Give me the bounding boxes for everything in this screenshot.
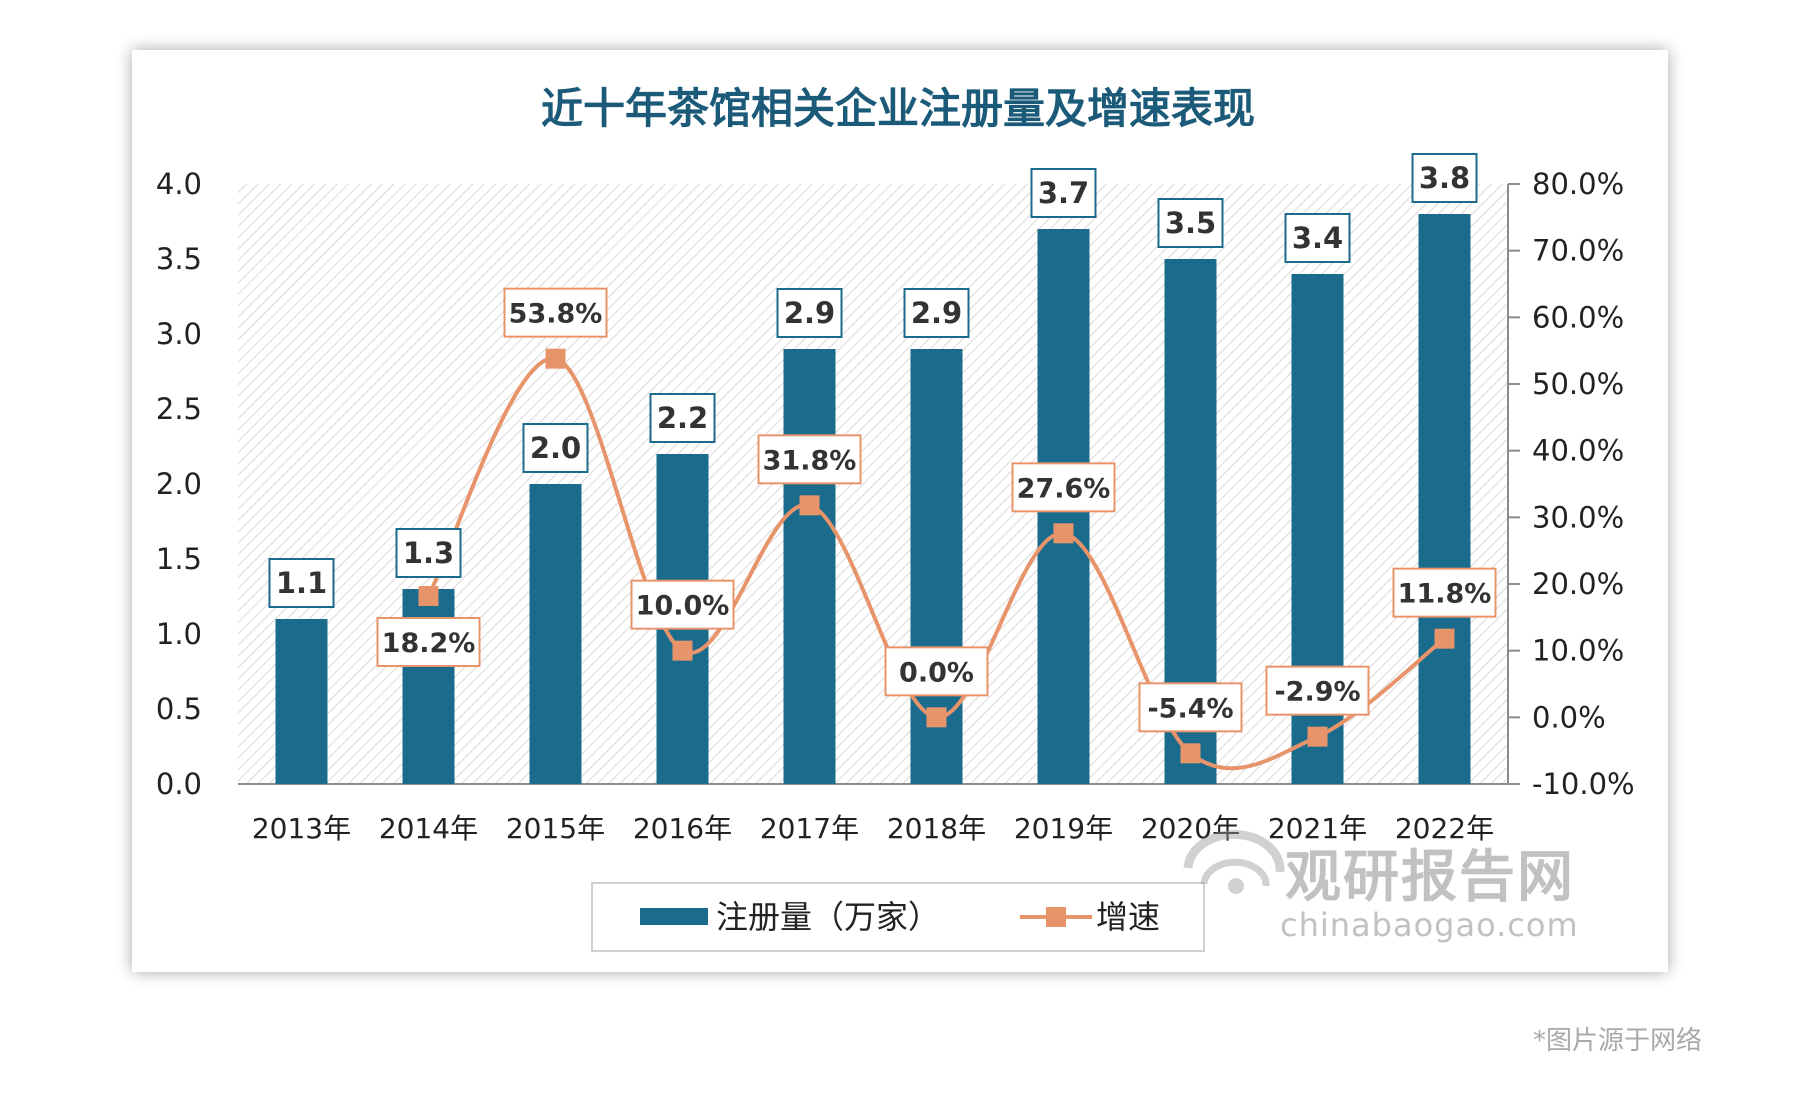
x-tick-label: 2020年 xyxy=(1141,812,1240,845)
x-tick-label: 2016年 xyxy=(633,812,732,845)
growth-data-label: -2.9% xyxy=(1274,677,1360,708)
right-tick-label: 0.0% xyxy=(1532,700,1606,734)
bar-label-box xyxy=(1157,198,1224,248)
growth-data-label: 31.8% xyxy=(763,445,857,476)
right-tick-label: 40.0% xyxy=(1532,434,1624,468)
right-tick-label: 80.0% xyxy=(1532,167,1624,201)
left-axis-ticks: 0.0 0.5 1.0 1.5 2.0 2.5 3.0 3.5 4.0 xyxy=(156,167,202,801)
left-tick-label: 0.5 xyxy=(156,692,202,726)
growth-marker-2017年 xyxy=(799,495,820,516)
bar-2015年 xyxy=(529,484,582,784)
growth-data-label: 53.8% xyxy=(509,299,603,330)
x-tick-label: 2018年 xyxy=(887,812,986,845)
growth-marker-2016年 xyxy=(672,640,693,661)
bar-label-box xyxy=(522,423,589,473)
growth-label-box xyxy=(1138,682,1243,733)
right-tick-label: 30.0% xyxy=(1532,500,1624,534)
bar-label-box xyxy=(903,288,970,338)
bar-label-box xyxy=(395,528,462,578)
bar-data-label: 2.2 xyxy=(657,401,708,435)
growth-data-label: -5.4% xyxy=(1147,693,1233,724)
growth-label-box xyxy=(630,579,735,630)
x-tick-label: 2014年 xyxy=(379,812,478,845)
watermark-domain: chinabaogao.com xyxy=(1280,906,1579,944)
x-axis-labels: 2013年 2014年 2015年 2016年 2017年 2018年 2019年 2020年… xyxy=(252,812,1494,845)
bar-data-label: 1.3 xyxy=(403,536,454,570)
legend-line-marker xyxy=(1046,907,1066,927)
growth-data-label: 11.8% xyxy=(1398,579,1492,610)
growth-marker-2014年 xyxy=(418,586,439,606)
right-axis-ticks: -10.0% 0.0% 10.0% 20.0% 30.0% 40.0% 50.0% 60.0%… xyxy=(1508,167,1635,801)
left-tick-label: 3.0 xyxy=(156,317,202,351)
left-tick-label: 2.0 xyxy=(156,467,202,501)
x-tick-label: 2019年 xyxy=(1014,812,1113,845)
chart-title: 近十年茶馆相关企业注册量及增速表现 xyxy=(541,84,1255,133)
x-tick-label: 2022年 xyxy=(1395,812,1494,845)
bar-data-label: 3.8 xyxy=(1419,161,1470,195)
growth-marker-2019年 xyxy=(1053,523,1074,544)
left-tick-label: 1.5 xyxy=(156,542,202,576)
left-tick-label: 2.5 xyxy=(156,392,202,426)
source-note: *图片源于网络 xyxy=(1532,1026,1702,1056)
bar-data-label: 3.4 xyxy=(1292,221,1343,255)
legend: 注册量（万家） 增速 xyxy=(591,882,1205,952)
left-tick-label: 0.0 xyxy=(156,767,202,801)
left-tick-label: 4.0 xyxy=(156,167,202,201)
bar-data-label: 2.9 xyxy=(911,296,962,330)
growth-label-box xyxy=(757,434,862,485)
bar-data-label: 2.9 xyxy=(784,296,835,330)
left-tick-label: 3.5 xyxy=(156,242,202,276)
growth-label-box xyxy=(1265,665,1370,716)
right-tick-label: 60.0% xyxy=(1532,300,1624,334)
x-tick-label: 2021年 xyxy=(1268,812,1367,845)
right-tick-label: -10.0% xyxy=(1532,767,1635,801)
bar-data-label: 3.5 xyxy=(1165,206,1216,240)
line-data-labels: 18.2% 53.8% 10.0% 31.8% 0.0% 27.6% -5.4% -2.9% 1… xyxy=(376,287,1497,733)
watermark: 观研报告网 chinabaogao.com xyxy=(1165,830,1605,960)
bar-2017年 xyxy=(783,349,836,784)
growth-label-box xyxy=(1392,567,1497,618)
right-tick-label: 70.0% xyxy=(1532,234,1624,268)
growth-label-box xyxy=(503,287,608,338)
growth-data-label: 18.2% xyxy=(382,628,476,659)
bar-data-label: 3.7 xyxy=(1038,176,1089,210)
bar-label-box xyxy=(1411,153,1478,203)
bar-label-box xyxy=(776,288,843,338)
bar-label-box xyxy=(1030,168,1097,218)
x-tick-label: 2017年 xyxy=(760,812,859,845)
legend-bar-swatch xyxy=(640,908,708,925)
bar-label-box xyxy=(268,558,335,608)
growth-marker-2015年 xyxy=(545,348,566,369)
left-tick-label: 1.0 xyxy=(156,617,202,651)
watermark-brand: 观研报告网 xyxy=(1285,845,1575,910)
right-tick-label: 10.0% xyxy=(1532,634,1624,668)
legend-bar-label: 注册量（万家） xyxy=(716,898,940,936)
bar-2013年 xyxy=(275,619,328,784)
bar-label-box xyxy=(1284,213,1351,263)
bar-data-label: 1.1 xyxy=(276,566,327,600)
right-tick-label: 50.0% xyxy=(1532,367,1624,401)
growth-marker-2021年 xyxy=(1307,726,1328,747)
legend-line-label: 增速 xyxy=(1096,898,1160,936)
growth-data-label: 0.0% xyxy=(899,657,974,688)
growth-marker-2022年 xyxy=(1434,628,1455,649)
growth-data-label: 10.0% xyxy=(636,591,730,622)
x-tick-label: 2015年 xyxy=(506,812,605,845)
bar-data-label: 2.0 xyxy=(530,431,581,465)
right-tick-label: 20.0% xyxy=(1532,567,1624,601)
bar-2022年 xyxy=(1418,214,1471,784)
x-tick-label: 2013年 xyxy=(252,812,351,845)
growth-marker-2020年 xyxy=(1180,743,1201,764)
growth-label-box xyxy=(884,646,989,697)
growth-marker-2018年 xyxy=(926,707,947,728)
growth-label-box xyxy=(1011,462,1116,513)
bar-label-box xyxy=(649,393,716,443)
watermark-logo-icon xyxy=(1183,829,1285,894)
growth-data-label: 27.6% xyxy=(1017,473,1111,504)
growth-label-box xyxy=(376,617,481,667)
bar-data-labels: 1.1 1.3 2.0 2.2 2.9 2.9 3.7 3.5 3.4 3.8 xyxy=(268,153,1478,608)
